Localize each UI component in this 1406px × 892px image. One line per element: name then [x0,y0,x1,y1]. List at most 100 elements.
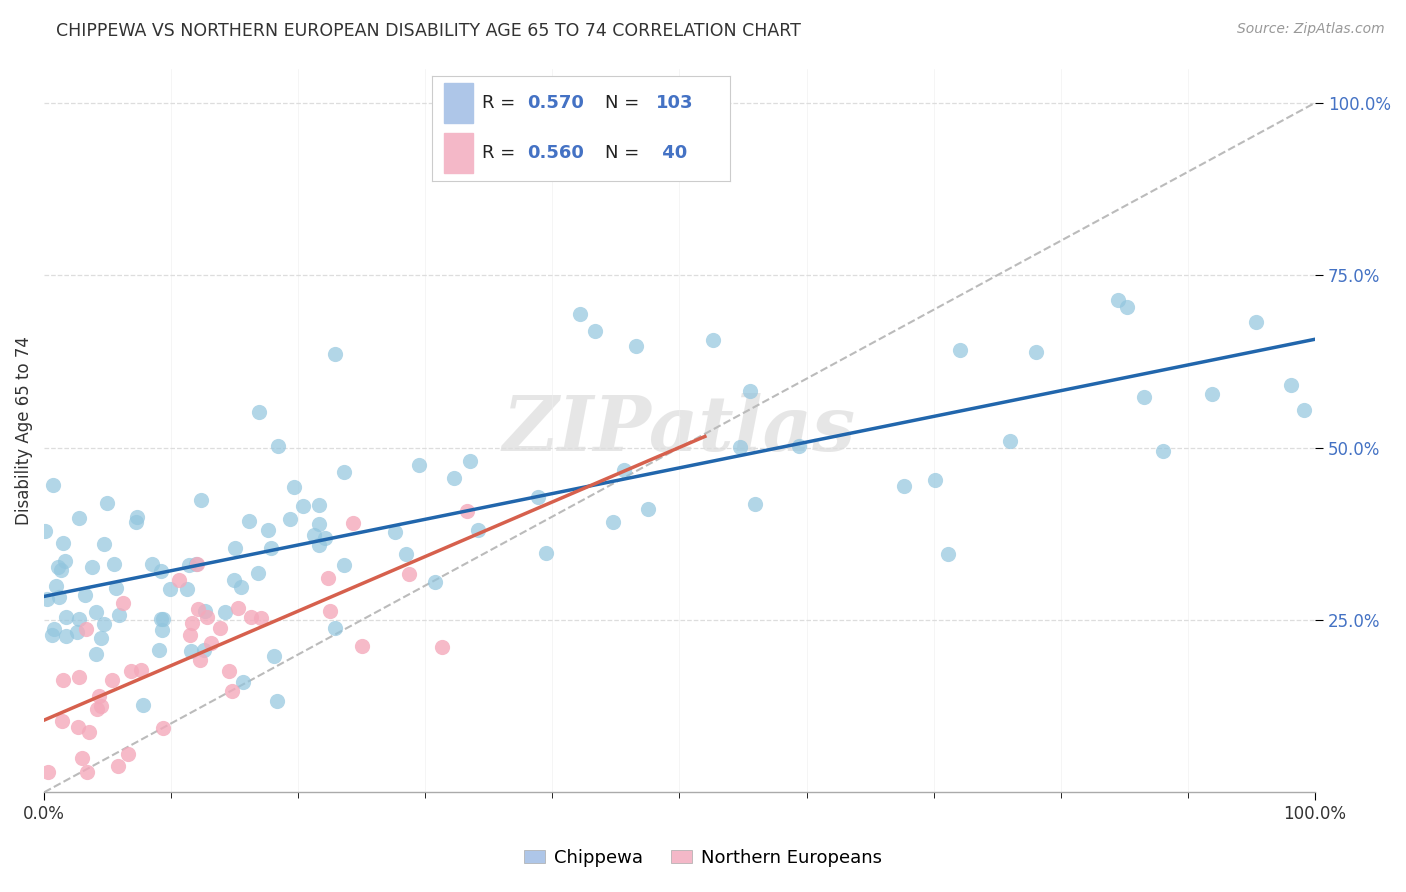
Point [75,588,97,602]
Point [787,439,810,453]
Point [159,582,181,597]
Point [42,622,65,636]
Point [184,557,207,571]
Point [179,628,201,642]
Point [308,516,330,531]
Point [423,574,446,589]
Point [167,574,190,588]
Point [314,532,336,546]
Point [936,547,959,561]
Point [152,612,174,626]
Point [1279,378,1302,392]
Point [112,596,135,610]
Point [127,510,149,524]
Point [728,440,751,454]
Point [308,537,330,551]
Point [129,663,152,677]
Point [744,497,766,511]
Point [46,559,69,574]
Point [37,592,59,607]
Text: Source: ZipAtlas.com: Source: ZipAtlas.com [1237,22,1385,37]
Point [1025,344,1047,359]
Point [89,689,111,703]
Point [267,439,290,453]
Point [90,698,112,713]
Point [45,579,67,593]
Point [105,581,128,595]
Point [527,490,550,504]
Point [149,612,172,626]
Point [226,601,249,615]
Point [408,458,430,473]
Point [37,764,59,779]
Point [103,558,125,572]
Point [333,465,356,479]
Point [148,642,170,657]
Point [195,610,218,624]
Point [1244,315,1267,329]
Point [1107,293,1129,307]
Point [266,694,288,708]
Point [208,621,231,635]
Point [333,558,356,572]
Point [200,636,222,650]
Text: CHIPPEWA VS NORTHERN EUROPEAN DISABILITY AGE 65 TO 74 CORRELATION CHART: CHIPPEWA VS NORTHERN EUROPEAN DISABILITY… [56,22,801,40]
Point [107,759,129,773]
Point [193,642,215,657]
Point [1000,434,1022,449]
Point [949,343,972,358]
Point [67,511,90,525]
Point [186,557,208,571]
Point [150,623,173,637]
Point [1201,387,1223,401]
Point [443,471,465,485]
Point [120,664,142,678]
Point [150,564,173,578]
Point [263,649,285,664]
Point [176,582,198,596]
Point [76,764,98,779]
Point [131,698,153,713]
Point [82,560,104,574]
Point [1294,403,1316,417]
Point [278,512,301,526]
Point [316,571,339,585]
Point [55,610,77,624]
Point [66,624,89,639]
Point [224,541,246,555]
Point [67,612,90,626]
Point [613,463,636,477]
Point [1115,301,1137,315]
Point [34,524,56,538]
Point [96,496,118,510]
Point [384,525,406,540]
Point [432,640,454,655]
Point [1152,443,1174,458]
Point [221,684,243,698]
Point [395,547,418,561]
Point [125,515,148,529]
Point [108,607,131,622]
Point [84,605,107,619]
Point [893,478,915,492]
Point [229,581,252,595]
Point [740,384,762,399]
Text: ZIPatlas: ZIPatlas [503,393,856,467]
Point [224,573,246,587]
Point [188,652,211,666]
Point [637,502,659,516]
Point [342,516,364,531]
Point [187,602,209,616]
Point [304,528,326,542]
Point [48,590,70,604]
Point [42,478,65,492]
Point [93,537,115,551]
Point [93,617,115,632]
Point [702,334,724,348]
Point [152,721,174,735]
Point [100,673,122,687]
Point [1133,390,1156,404]
Point [568,307,591,321]
Point [534,546,557,560]
Point [51,563,73,577]
